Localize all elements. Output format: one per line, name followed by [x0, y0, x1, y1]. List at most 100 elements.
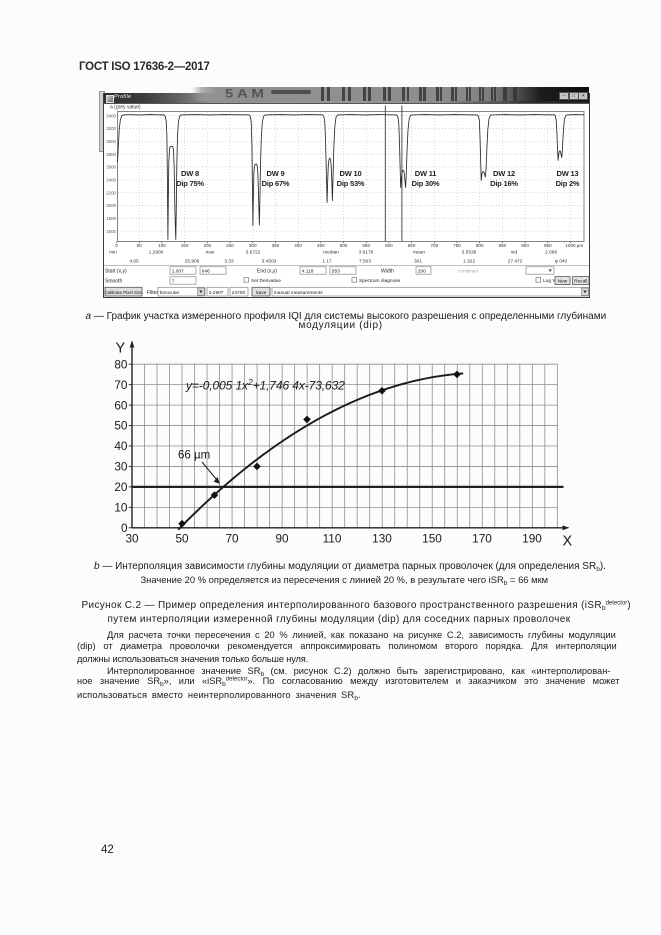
svg-text:70: 70 — [114, 378, 128, 392]
svg-text:250: 250 — [226, 243, 234, 248]
svg-text:3200: 3200 — [106, 126, 116, 131]
svg-text:190: 190 — [522, 532, 542, 546]
svg-text:70: 70 — [225, 532, 239, 546]
svg-text:Dip 30%: Dip 30% — [412, 179, 440, 188]
svg-text:300: 300 — [249, 243, 257, 248]
svg-text:a (grey value): a (grey value) — [110, 105, 141, 111]
svg-text:650: 650 — [408, 243, 416, 248]
svg-text:40: 40 — [114, 439, 128, 453]
svg-text:100: 100 — [158, 243, 166, 248]
svg-text:min: min — [109, 250, 117, 256]
svg-text:2.098: 2.098 — [545, 250, 557, 256]
svg-text:2200: 2200 — [106, 190, 116, 195]
svg-text:7.503: 7.503 — [359, 259, 371, 265]
svg-text:1.007: 1.007 — [172, 268, 184, 274]
svg-text:1000: 1000 — [565, 243, 576, 248]
svg-text:Width: Width — [381, 269, 394, 275]
svg-text:200: 200 — [203, 243, 211, 248]
svg-text:max: max — [205, 251, 215, 256]
svg-text:600: 600 — [385, 243, 393, 248]
svg-text:7: 7 — [172, 278, 175, 284]
svg-text:646: 646 — [202, 268, 210, 274]
svg-text:950: 950 — [544, 243, 552, 248]
svg-text:10: 10 — [114, 501, 128, 515]
svg-text:50: 50 — [175, 532, 189, 546]
svg-text:3400: 3400 — [106, 113, 116, 118]
svg-text:4.118: 4.118 — [302, 268, 314, 274]
svg-text:30: 30 — [125, 532, 139, 546]
svg-text:Dip 67%: Dip 67% — [262, 179, 290, 188]
svg-text:DW 13: DW 13 — [557, 169, 579, 178]
svg-text:2400: 2400 — [106, 178, 116, 183]
svg-text:manual measurements: manual measurements — [274, 290, 323, 296]
svg-text:60: 60 — [114, 398, 128, 412]
svg-text:mean: mean — [413, 251, 425, 256]
svg-text:130: 130 — [372, 532, 392, 546]
svg-text:DW 12: DW 12 — [493, 169, 515, 178]
svg-text:Recall: Recall — [574, 278, 587, 283]
svg-text:900: 900 — [521, 243, 529, 248]
svg-text:2800: 2800 — [106, 152, 116, 157]
svg-text:X: X — [563, 534, 573, 550]
svg-text:80: 80 — [114, 357, 128, 371]
svg-text:Log Y: Log Y — [543, 278, 556, 284]
svg-text:850: 850 — [499, 243, 507, 248]
svg-text:New: New — [558, 278, 568, 283]
svg-text:Dip 53%: Dip 53% — [337, 179, 365, 188]
svg-text:90: 90 — [275, 532, 289, 546]
svg-text:150: 150 — [422, 532, 442, 546]
svg-text:median: median — [323, 250, 339, 256]
svg-text:3.5538: 3.5538 — [462, 250, 477, 256]
svg-text:1.322: 1.322 — [463, 259, 475, 265]
svg-text:1600: 1600 — [106, 229, 116, 234]
svg-text:750: 750 — [453, 243, 461, 248]
svg-text:50: 50 — [114, 419, 128, 433]
svg-text:std: std — [511, 250, 518, 256]
svg-text:3.2907: 3.2907 — [209, 290, 224, 296]
svg-text:y=-0,005 1x2+1,746 4x-73,632: y=-0,005 1x2+1,746 4x-73,632 — [185, 377, 345, 393]
svg-text:DW 9: DW 9 — [267, 169, 285, 178]
svg-text:4.05: 4.05 — [129, 259, 139, 265]
svg-text:24700: 24700 — [232, 290, 246, 296]
svg-text:binocular: binocular — [160, 290, 180, 296]
svg-text:27.472: 27.472 — [508, 259, 523, 265]
svg-text:25.906: 25.906 — [185, 259, 200, 265]
svg-text:Calibrate Pixel Size: Calibrate Pixel Size — [104, 290, 143, 295]
svg-text:2000: 2000 — [106, 203, 116, 208]
svg-text:Save: Save — [256, 290, 267, 295]
svg-text:50: 50 — [137, 243, 143, 248]
svg-text:Set Derivative: Set Derivative — [251, 278, 281, 284]
svg-text:450: 450 — [317, 243, 325, 248]
svg-text:500: 500 — [340, 243, 348, 248]
svg-text:Y: Y — [116, 341, 126, 357]
svg-text:2600: 2600 — [106, 165, 116, 170]
svg-text:3.6176: 3.6176 — [359, 250, 374, 256]
svg-text:1.2900: 1.2900 — [149, 250, 164, 256]
svg-text:30: 30 — [114, 460, 128, 474]
svg-text:Dip 2%: Dip 2% — [556, 179, 580, 188]
svg-text:110: 110 — [323, 532, 342, 546]
svg-text:350: 350 — [272, 243, 280, 248]
svg-text:3.4503: 3.4503 — [262, 259, 277, 265]
svg-text:3.33: 3.33 — [224, 259, 234, 265]
svg-text:150: 150 — [181, 243, 189, 248]
svg-text:Dip 16%: Dip 16% — [490, 179, 518, 188]
svg-text:combined: combined — [458, 269, 478, 274]
svg-text:170: 170 — [472, 532, 492, 546]
svg-text:20: 20 — [114, 480, 128, 494]
svg-text:Dip 75%: Dip 75% — [176, 179, 204, 188]
svg-text:301: 301 — [414, 259, 422, 265]
svg-text:200: 200 — [418, 268, 426, 274]
svg-text:3.6722: 3.6722 — [246, 250, 261, 256]
svg-text:400: 400 — [294, 243, 302, 248]
svg-text:0: 0 — [115, 243, 118, 248]
svg-text:DW 10: DW 10 — [340, 169, 362, 178]
svg-text:φ 040: φ 040 — [555, 259, 568, 265]
svg-text:Filter: Filter — [147, 290, 158, 296]
svg-text:Start (x,y): Start (x,y) — [105, 269, 127, 275]
svg-text:700: 700 — [430, 243, 438, 248]
svg-text:1.17: 1.17 — [322, 259, 332, 265]
svg-text:End (x,y): End (x,y) — [257, 269, 277, 275]
svg-text:Spectrum diagnose: Spectrum diagnose — [359, 278, 401, 284]
svg-text:550: 550 — [362, 243, 370, 248]
